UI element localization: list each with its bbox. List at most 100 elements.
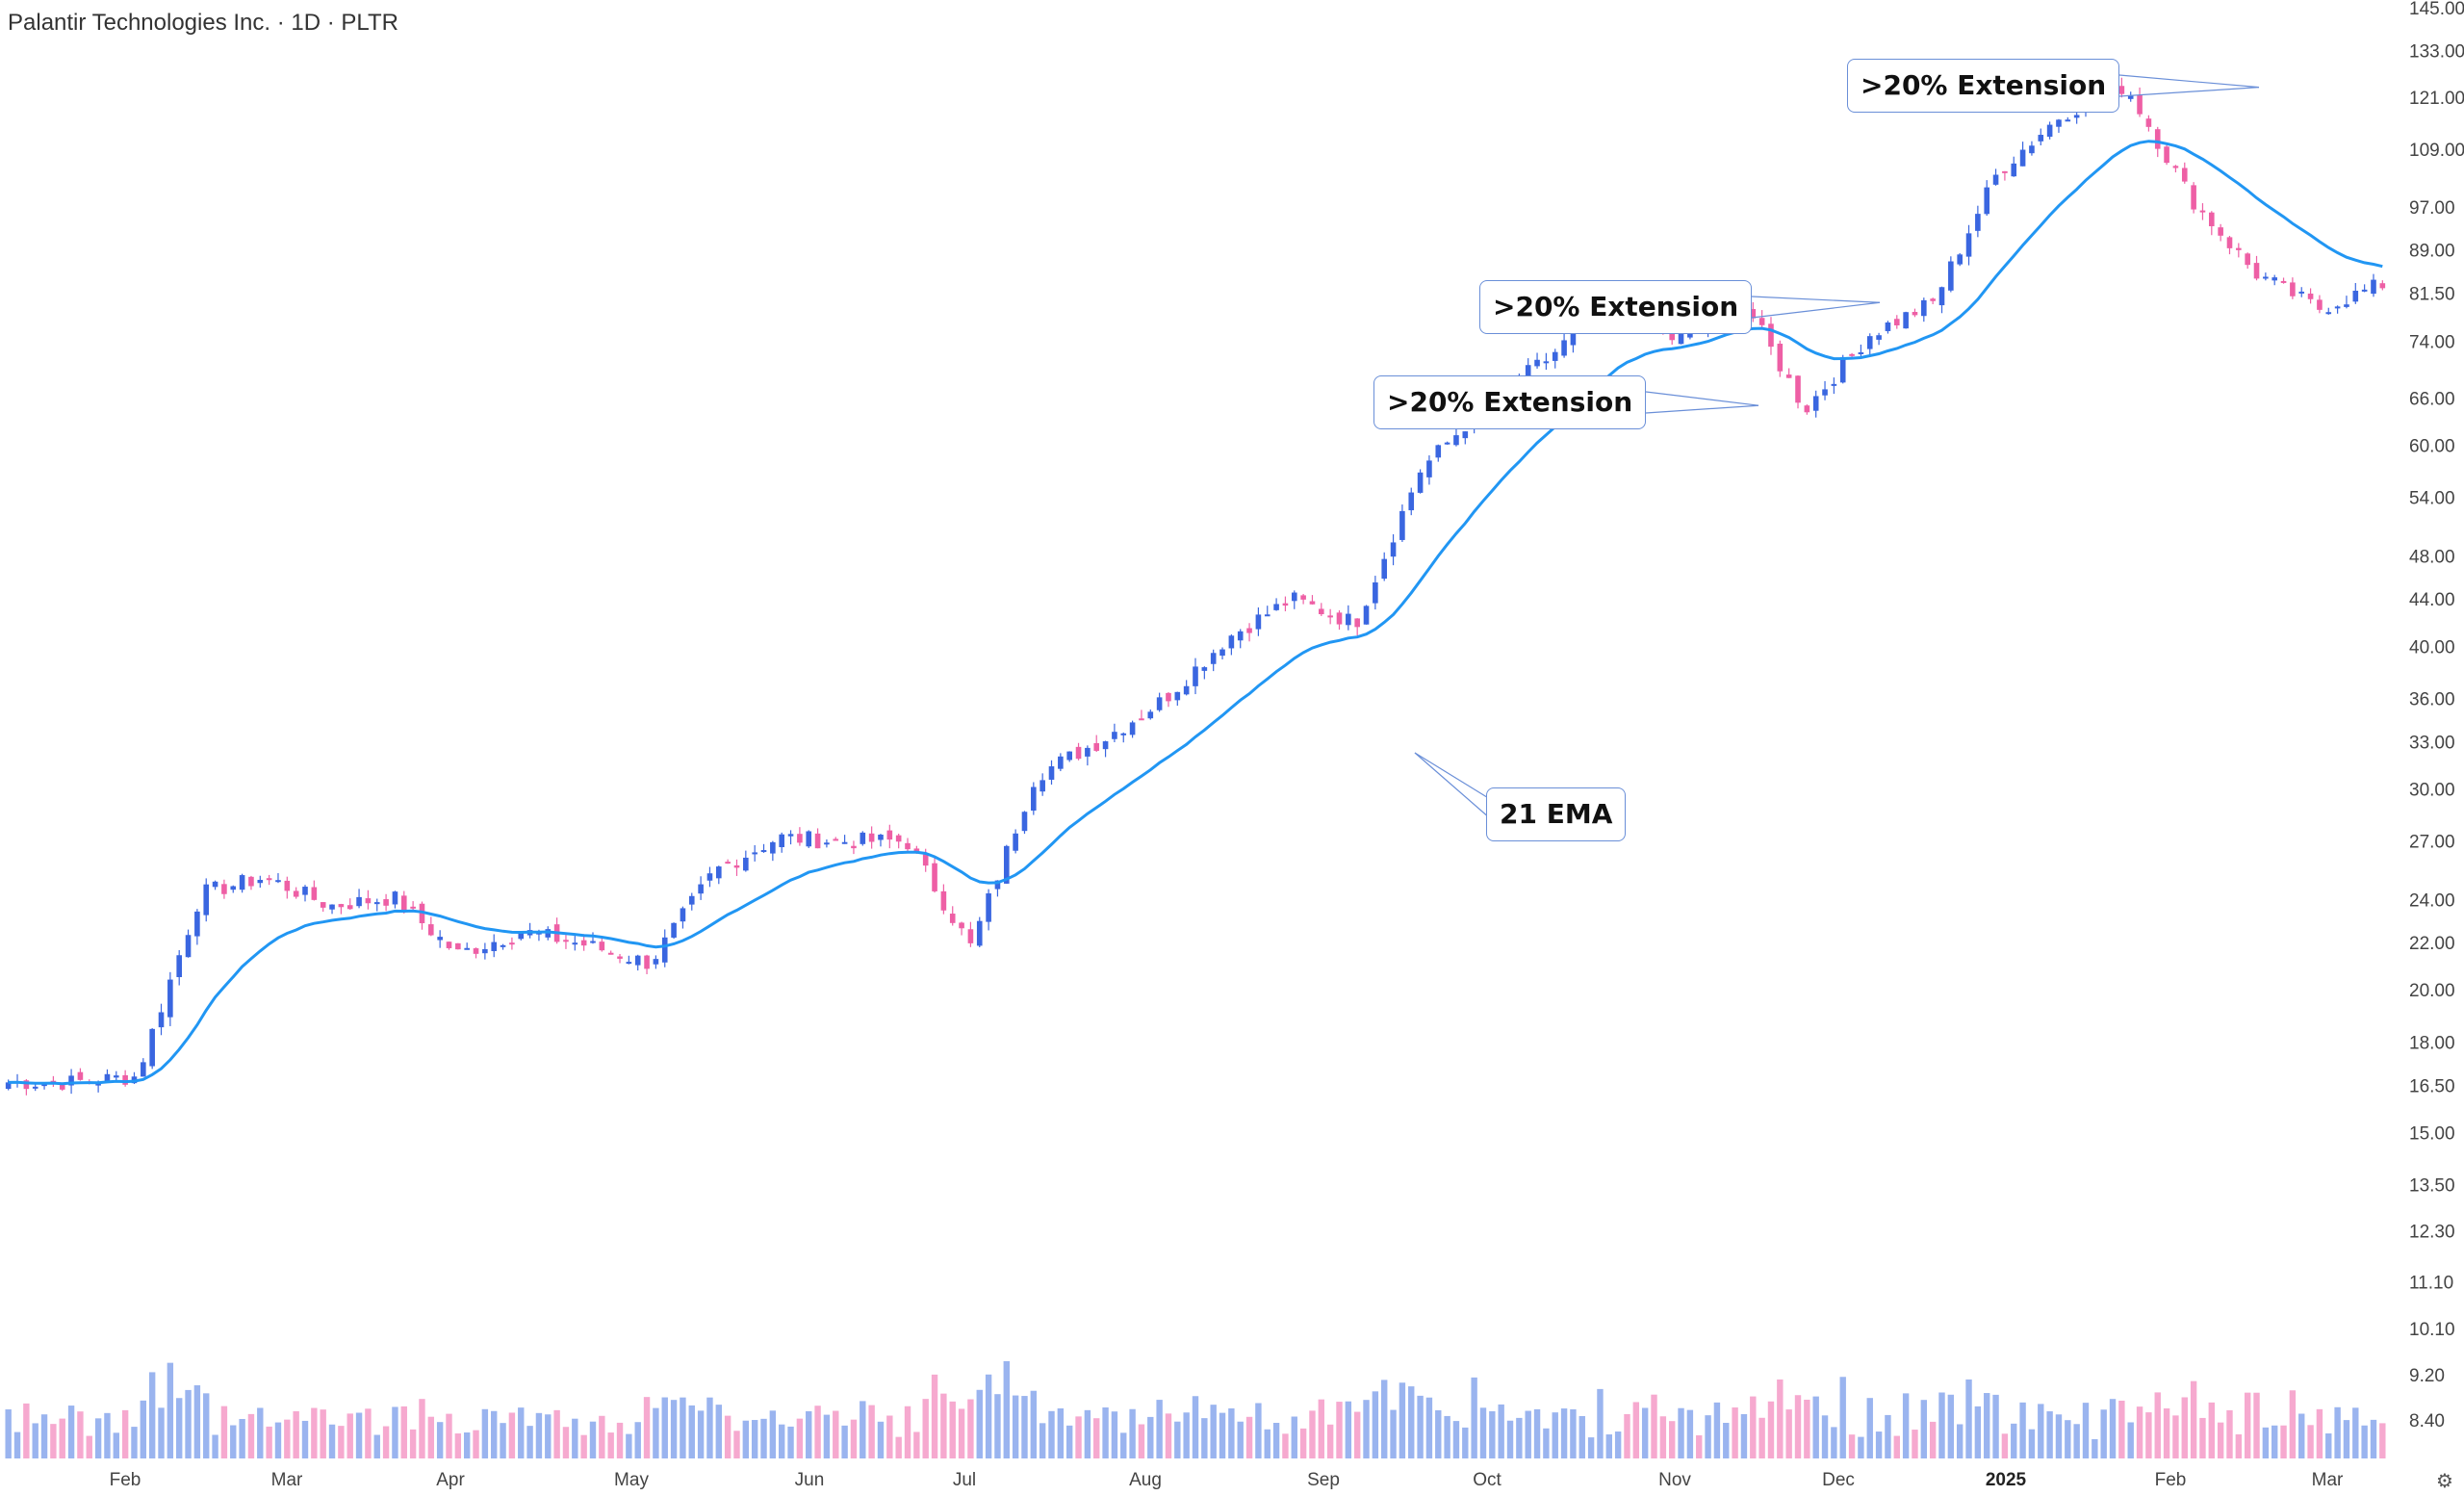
- candle-body: [770, 841, 776, 854]
- volume-bar: [2272, 1425, 2278, 1458]
- candle-body: [1758, 318, 1765, 325]
- volume-bar: [580, 1434, 587, 1458]
- volume-bar: [1039, 1423, 1046, 1458]
- candle-body: [932, 863, 937, 891]
- time-tick-label: Apr: [436, 1470, 465, 1490]
- candle-body: [338, 904, 345, 908]
- volume-bar: [2244, 1392, 2251, 1458]
- volume-bar: [500, 1423, 506, 1458]
- volume-bar: [1435, 1409, 1442, 1458]
- candle-body: [104, 1073, 111, 1083]
- volume-bar: [2028, 1429, 2036, 1458]
- candle-body: [1336, 612, 1343, 625]
- extension-annotation-3[interactable]: >20% Extension: [1373, 375, 1647, 429]
- candle-body: [1183, 685, 1190, 695]
- annotation-connectors: [1414, 74, 2260, 819]
- price-axis[interactable]: 145.00 133.00 121.00 109.00 97.00 89.00 81.50 7…: [2409, 0, 2464, 1432]
- candle-body: [1785, 374, 1792, 378]
- volume-bar: [2208, 1402, 2216, 1458]
- volume-bar: [1974, 1406, 1982, 1458]
- time-tick-label: Mar: [271, 1470, 303, 1490]
- volume-bar: [436, 1422, 444, 1458]
- candle-body: [1255, 614, 1262, 630]
- candle-body: [1876, 335, 1882, 340]
- candle-body: [1750, 309, 1757, 319]
- candle-body: [1426, 460, 1432, 477]
- time-axis[interactable]: Feb Mar Apr May Jun Jul Aug Sep Oct Nov Dec 2025 Feb…: [110, 1470, 2344, 1490]
- time-tick-label: Mar: [2312, 1470, 2344, 1490]
- volume-bar: [626, 1433, 632, 1458]
- candle-body: [922, 854, 929, 866]
- candle-body: [653, 959, 659, 965]
- volume-bar: [1804, 1399, 1810, 1458]
- volume-bar: [1659, 1416, 1667, 1458]
- candle-body: [1903, 312, 1909, 329]
- volume-bar: [1848, 1434, 1856, 1458]
- candle-body: [1139, 718, 1144, 721]
- candle-body: [2245, 253, 2250, 266]
- volume-bar: [1831, 1427, 1837, 1458]
- volume-bar: [868, 1405, 875, 1458]
- volume-bar: [1219, 1412, 1226, 1458]
- volume-bar: [2307, 1425, 2314, 1458]
- ema-annotation[interactable]: 21 EMA: [1486, 787, 1627, 841]
- candle-body: [2325, 312, 2332, 315]
- callout-line: [1751, 296, 1881, 303]
- price-tick-label: 30.00: [2409, 780, 2455, 800]
- candle-body: [1013, 833, 1018, 851]
- candle-body: [1804, 405, 1810, 413]
- candle-body: [572, 942, 578, 945]
- candle-body: [1849, 353, 1855, 356]
- price-tick-label: 81.50: [2409, 285, 2455, 305]
- volume-bar: [328, 1424, 336, 1458]
- candle-body: [176, 955, 182, 977]
- candle-body: [1300, 595, 1306, 600]
- candle-body: [1543, 361, 1550, 364]
- candle-body: [2172, 166, 2179, 168]
- time-tick-label: Feb: [2155, 1470, 2187, 1490]
- volume-bar: [1489, 1410, 1496, 1458]
- candle-body: [1831, 383, 1837, 386]
- volume-bar: [1777, 1379, 1784, 1458]
- volume-bar: [1192, 1396, 1199, 1458]
- volume-bar: [2109, 1399, 2117, 1458]
- candle-body: [2073, 115, 2080, 118]
- volume-bar: [2379, 1423, 2386, 1458]
- price-tick-label: 54.00: [2409, 489, 2455, 509]
- volume-bar: [1452, 1421, 1460, 1458]
- volume-bar: [1794, 1395, 1802, 1458]
- candle-body: [1912, 312, 1918, 316]
- candle-body: [293, 890, 299, 897]
- volume-bar: [409, 1429, 417, 1458]
- candle-body: [976, 920, 983, 946]
- candle-body: [2191, 185, 2196, 210]
- candle-body: [599, 941, 605, 951]
- volume-bar: [400, 1406, 407, 1458]
- extension-annotation-1[interactable]: >20% Extension: [1847, 59, 2120, 113]
- volume-bar: [1732, 1407, 1738, 1458]
- volume-bar: [616, 1422, 624, 1458]
- price-tick-label: 18.00: [2409, 1033, 2455, 1053]
- volume-bar: [1902, 1393, 1910, 1458]
- volume-bar: [850, 1419, 858, 1458]
- candle-body: [1264, 614, 1270, 617]
- candle-body: [1938, 287, 1945, 306]
- volume-bar: [553, 1409, 560, 1458]
- volume-bar: [2073, 1424, 2080, 1458]
- candle-body: [2065, 119, 2071, 122]
- candle-body: [95, 1083, 101, 1086]
- volume-bar: [1174, 1421, 1181, 1458]
- candle-body: [141, 1062, 146, 1077]
- candle-body: [1354, 618, 1360, 628]
- volume-bar: [167, 1362, 174, 1458]
- volume-bar: [446, 1413, 452, 1458]
- candle-body: [1453, 435, 1459, 446]
- price-tick-label: 22.00: [2409, 934, 2455, 954]
- gear-icon[interactable]: ⚙: [2436, 1469, 2453, 1492]
- volume-bar: [284, 1419, 291, 1458]
- volume-bar: [2001, 1433, 2009, 1458]
- volume-bar: [949, 1401, 956, 1458]
- extension-annotation-2[interactable]: >20% Extension: [1479, 280, 1753, 334]
